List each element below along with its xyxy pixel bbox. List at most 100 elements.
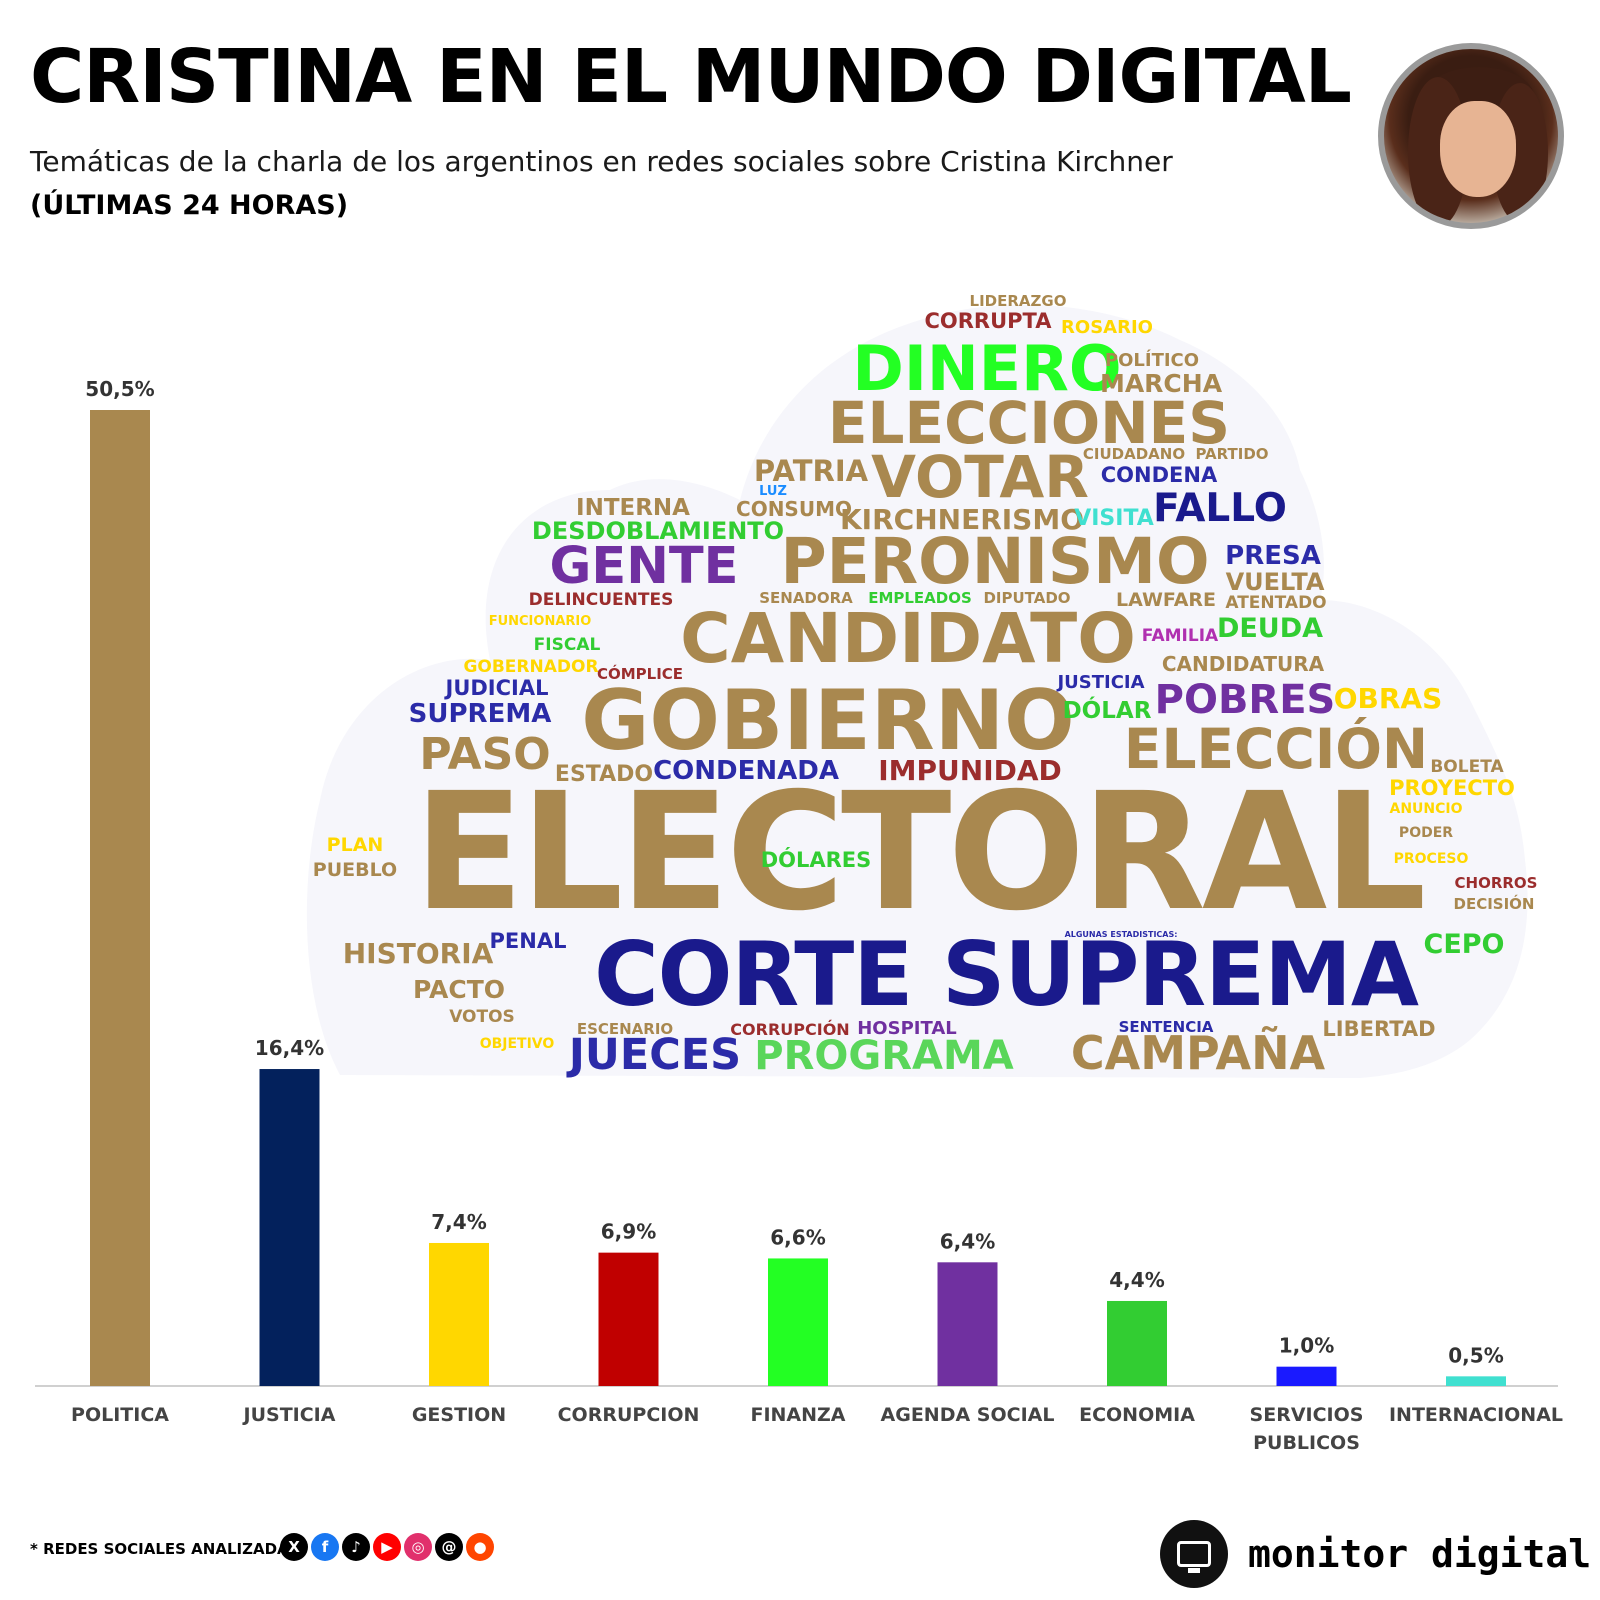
cloud-word: ROSARIO xyxy=(1061,317,1153,338)
page-title: CRISTINA EN EL MUNDO DIGITAL xyxy=(30,34,1352,120)
cloud-word: GENTE xyxy=(549,537,739,596)
brand-name: monitor digital xyxy=(1248,1532,1592,1576)
category-label: ECONOMIA xyxy=(1079,1404,1195,1426)
value-label: 0,5% xyxy=(1448,1343,1503,1367)
cloud-word: JUSTICIA xyxy=(1057,672,1145,693)
cloud-word: FISCAL xyxy=(533,635,601,655)
cloud-word: FALLO xyxy=(1153,486,1287,531)
bar-agenda-social xyxy=(937,1262,998,1386)
category-label: INTERNACIONAL xyxy=(1389,1404,1563,1426)
cloud-word: ELECCIONES xyxy=(827,389,1231,457)
cloud-word: JUECES xyxy=(568,1030,742,1080)
cloud-word: FUNCIONARIO xyxy=(488,614,592,629)
cloud-word: DIPUTADO xyxy=(983,589,1071,607)
cloud-word: CHORROS xyxy=(1454,874,1538,892)
cloud-word: SENADORA xyxy=(759,589,853,607)
cloud-word: ESTADO xyxy=(554,762,654,787)
cloud-word: HISTORIA xyxy=(342,937,494,970)
cloud-word: CÓMPLICE xyxy=(596,665,684,683)
cloud-word: POBRES xyxy=(1154,677,1336,723)
cloud-word: PENAL xyxy=(489,929,567,953)
cloud-word: IMPUNIDAD xyxy=(878,754,1062,787)
cloud-word: DESDOBLAMIENTO xyxy=(531,517,785,545)
page-subtitle: Temáticas de la charla de los argentinos… xyxy=(30,145,1173,178)
cloud-word: PACTO xyxy=(412,975,506,1004)
cloud-word: GOBIERNO xyxy=(581,672,1075,769)
facebook-icon: f xyxy=(311,1533,339,1561)
cloud-word: CIUDADANO xyxy=(1082,445,1186,463)
reddit-icon: ● xyxy=(466,1533,494,1561)
bar-justicia xyxy=(259,1069,320,1386)
cloud-word: PROYECTO xyxy=(1389,776,1515,800)
period-label: (ÚLTIMAS 24 HORAS) xyxy=(30,190,349,221)
category-label: PUBLICOS xyxy=(1253,1432,1360,1454)
category-label: CORRUPCION xyxy=(558,1404,700,1426)
cloud-word: JUDICIAL xyxy=(445,676,549,700)
category-label: POLITICA xyxy=(71,1404,169,1426)
cloud-word: CONDENADA xyxy=(653,756,839,786)
cloud-word: POLÍTICO xyxy=(1104,350,1200,371)
cloud-word: ESCENARIO xyxy=(576,1020,674,1038)
value-label: 6,4% xyxy=(940,1229,995,1253)
cloud-word: OBRAS xyxy=(1333,682,1443,715)
value-label: 16,4% xyxy=(255,1036,324,1060)
value-label: 1,0% xyxy=(1279,1334,1334,1358)
value-label: 50,5% xyxy=(85,377,154,401)
category-label: AGENDA SOCIAL xyxy=(881,1404,1055,1426)
cloud-word: PLAN xyxy=(326,834,384,856)
cloud-word: INTERNA xyxy=(576,495,690,521)
cloud-word: CAMPAÑA xyxy=(1070,1026,1326,1080)
cloud-word: SENTENCIA xyxy=(1118,1018,1214,1036)
cloud-word: OBJETIVO xyxy=(479,1036,555,1052)
cloud-word: CANDIDATURA xyxy=(1161,652,1325,676)
bar-internacional xyxy=(1446,1376,1506,1386)
cloud-word: BOLETA xyxy=(1430,757,1504,777)
networks-note: * REDES SOCIALES ANALIZADAS xyxy=(30,1540,300,1558)
threads-icon: @ xyxy=(435,1533,463,1561)
x-icon: X xyxy=(280,1533,308,1561)
cloud-word: CORRUPTA xyxy=(924,309,1052,333)
cloud-word: PROCESO xyxy=(1393,851,1469,867)
category-label: FINANZA xyxy=(750,1404,845,1426)
cloud-word: DELINCUENTES xyxy=(528,590,674,610)
cloud-word: GOBERNADOR xyxy=(463,657,599,677)
cloud-word: CONDENA xyxy=(1100,463,1218,487)
cloud-word: VISITA xyxy=(1074,506,1154,531)
cloud-word: PATRIA xyxy=(753,454,869,488)
cloud-word: PERONISMO xyxy=(780,525,1210,598)
cloud-word: VOTAR xyxy=(871,443,1089,511)
instagram-icon: ◎ xyxy=(404,1533,432,1561)
cloud-word: VUELTA xyxy=(1225,568,1325,596)
category-label: JUSTICIA xyxy=(242,1404,336,1426)
cloud-word: ANUNCIO xyxy=(1389,801,1463,817)
cloud-word: LIBERTAD xyxy=(1322,1017,1436,1041)
cloud-word: PASO xyxy=(419,729,551,780)
cloud-word: ELECTORAL xyxy=(413,759,1426,947)
cloud-word: DÓLAR xyxy=(1062,698,1152,724)
category-label: SERVICIOS xyxy=(1250,1404,1364,1426)
cloud-word: MARCHA xyxy=(1099,369,1223,398)
cloud-word: LAWFARE xyxy=(1115,589,1217,611)
value-label: 6,9% xyxy=(601,1220,656,1244)
value-label: 6,6% xyxy=(770,1225,825,1249)
cloud-word: FAMILIA xyxy=(1141,626,1219,646)
cloud-word: CORRUPCIÓN xyxy=(730,1020,850,1039)
cloud-word: KIRCHNERISMO xyxy=(839,503,1085,536)
cloud-word: PRESA xyxy=(1225,541,1321,571)
cloud-word: SUPREMA xyxy=(408,699,552,729)
monitor-icon xyxy=(1160,1520,1228,1588)
cloud-word: DÓLARES xyxy=(760,848,872,872)
cloud-word: PODER xyxy=(1398,825,1454,841)
bar-servicios-publicos xyxy=(1276,1366,1337,1386)
cloud-word: CONSUMO xyxy=(736,497,852,521)
cloud-word: DECISIÓN xyxy=(1453,895,1535,913)
cloud-word: ALGUNAS ESTADISTICAS: xyxy=(1064,930,1178,939)
portrait-photo xyxy=(1378,43,1564,229)
youtube-icon: ▶ xyxy=(373,1533,401,1561)
bar-economia xyxy=(1107,1300,1167,1386)
cloud-word: CORTE SUPREMA xyxy=(594,923,1419,1026)
cloud-word: LUZ xyxy=(759,484,787,499)
